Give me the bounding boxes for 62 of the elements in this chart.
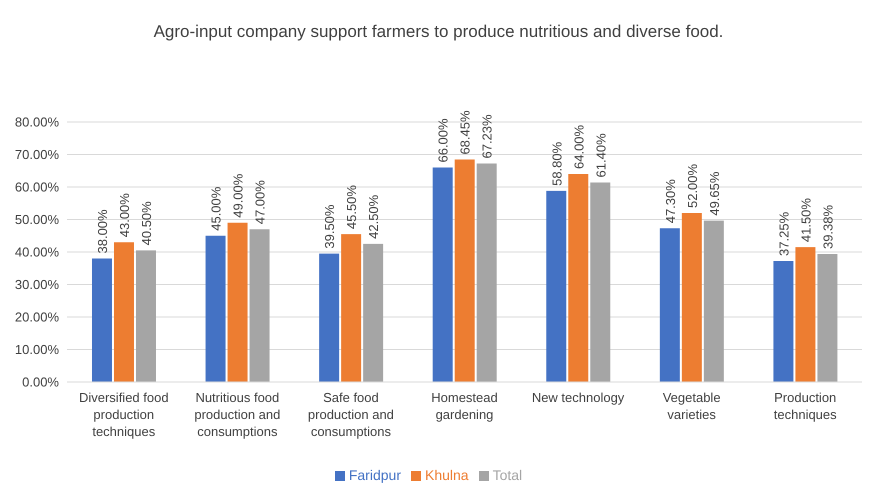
- x-tick-label: Homestead gardening: [431, 390, 498, 422]
- y-tick-label: 70.00%: [14, 147, 60, 162]
- y-tick-label: 10.00%: [14, 342, 60, 358]
- legend-label: Faridpur: [348, 467, 401, 483]
- x-tick-label: Vegetable varieties: [662, 390, 721, 422]
- legend-label: Total: [492, 467, 522, 483]
- bar: [704, 220, 724, 382]
- bar: [250, 229, 270, 382]
- bar: [363, 244, 384, 382]
- y-tick-label: 30.00%: [14, 277, 60, 292]
- x-tick-label: Safe food production and consumptions: [308, 390, 394, 439]
- bar: [228, 222, 248, 382]
- bar: [114, 242, 134, 382]
- y-tick-label: 20.00%: [14, 310, 60, 325]
- x-tick-label: Diversified food production techniques: [78, 390, 169, 439]
- data-label: 61.40%: [593, 132, 608, 178]
- y-tick-label: 40.00%: [14, 244, 60, 260]
- y-tick-label: 60.00%: [14, 180, 60, 195]
- data-label: 52.00%: [684, 163, 700, 208]
- y-tick-label: 80.00%: [14, 114, 60, 130]
- data-label: 64.00%: [571, 124, 586, 169]
- bar: [136, 250, 156, 382]
- bar: [92, 258, 112, 382]
- bar: [432, 168, 453, 382]
- bar: [319, 254, 340, 382]
- data-label: 38.00%: [94, 208, 110, 254]
- bar: [773, 260, 794, 382]
- bar: [660, 228, 680, 382]
- bar: [546, 190, 566, 382]
- data-label: 41.50%: [798, 198, 814, 242]
- data-label: 37.25%: [776, 211, 792, 256]
- data-label: 45.00%: [208, 186, 224, 231]
- x-tick-label: Nutritious food production and consumptions: [194, 390, 280, 439]
- data-label: 39.50%: [322, 204, 338, 249]
- bar: [341, 234, 362, 382]
- data-label: 49.65%: [706, 171, 722, 216]
- chart-title: Agro-input company support farmers to produce nutritious and diverse food.: [152, 22, 724, 42]
- data-label: 68.45%: [458, 110, 473, 155]
- data-label: 47.30%: [662, 178, 678, 224]
- bar: [206, 236, 226, 382]
- bar: [817, 254, 838, 382]
- x-tick-label: New technology: [532, 390, 625, 405]
- y-tick-label: 0.00%: [22, 374, 60, 390]
- data-label: 49.00%: [230, 173, 246, 218]
- data-label: 40.50%: [138, 200, 154, 246]
- data-label: 67.23%: [480, 114, 495, 159]
- data-label: 47.00%: [252, 180, 268, 224]
- bar: [682, 213, 702, 382]
- data-label: 66.00%: [436, 118, 451, 162]
- data-label: 39.38%: [820, 204, 836, 250]
- bar: [476, 164, 497, 382]
- bar: [454, 160, 475, 382]
- data-label: 43.00%: [116, 192, 132, 238]
- data-label: 58.80%: [549, 141, 564, 186]
- bar: [568, 174, 588, 382]
- x-tick-label: Production techniques: [774, 390, 838, 422]
- legend-label: Khulna: [424, 467, 469, 483]
- data-label: 42.50%: [366, 194, 382, 239]
- y-tick-label: 50.00%: [14, 212, 60, 228]
- data-label: 45.50%: [344, 184, 360, 230]
- bar: [795, 247, 816, 382]
- bar: [590, 182, 610, 382]
